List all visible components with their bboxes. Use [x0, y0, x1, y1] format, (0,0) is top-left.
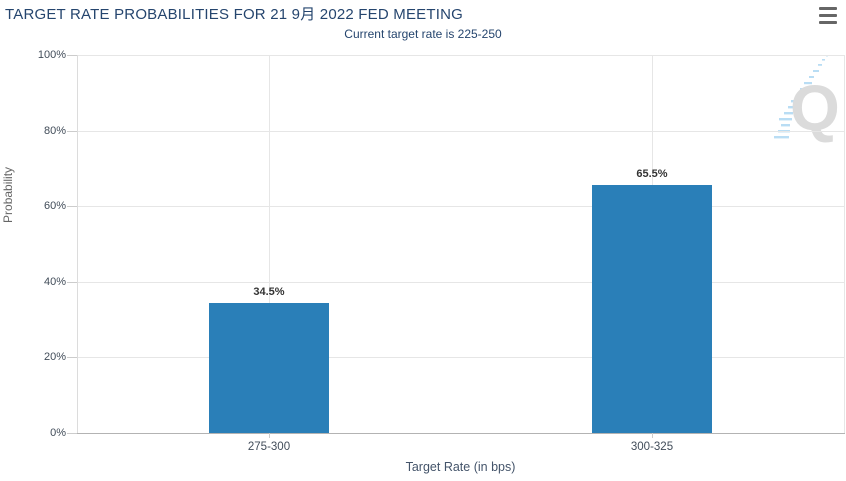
watermark-letter: Q — [790, 72, 840, 144]
y-tick-mark — [67, 433, 77, 434]
x-tick-mark — [652, 433, 653, 438]
chart-menu-button[interactable] — [819, 6, 839, 25]
y-tick-mark — [67, 131, 77, 132]
plot-right-border — [844, 55, 845, 433]
y-tick-label: 40% — [43, 276, 66, 288]
x-tick-label: 275-300 — [247, 441, 291, 453]
y-tick-label: 100% — [37, 49, 66, 61]
bar-value-label: 34.5% — [253, 285, 285, 298]
y-gridline — [77, 131, 844, 132]
hamburger-icon — [819, 7, 837, 10]
y-tick-mark — [67, 357, 77, 358]
chart-title: TARGET RATE PROBABILITIES FOR 21 9月 2022… — [5, 6, 464, 23]
bar-value-label: 65.5% — [636, 168, 668, 181]
hamburger-icon — [819, 14, 837, 17]
y-tick-label: 80% — [43, 125, 66, 137]
x-axis-title: Target Rate (in bps) — [405, 460, 516, 474]
y-axis-title: Probability — [1, 166, 15, 223]
y-tick-label: 60% — [43, 200, 66, 212]
y-tick-label: 20% — [43, 351, 66, 363]
chart-subtitle: Current target rate is 225-250 — [344, 27, 502, 41]
x-axis-line — [77, 433, 845, 434]
y-tick-mark — [67, 282, 77, 283]
bar-300-325[interactable] — [592, 185, 712, 433]
y-axis-line — [77, 55, 78, 433]
y-gridline — [77, 206, 844, 207]
x-tick-label: 300-325 — [630, 441, 674, 453]
y-gridline — [77, 55, 844, 56]
hamburger-icon — [819, 21, 837, 24]
y-tick-mark — [67, 206, 77, 207]
x-tick-mark — [269, 433, 270, 438]
y-tick-mark — [67, 55, 77, 56]
y-gridline — [77, 282, 844, 283]
y-tick-label: 0% — [50, 427, 66, 439]
y-gridline — [77, 357, 844, 358]
x-gridline — [269, 55, 270, 433]
bar-275-300[interactable] — [209, 302, 329, 433]
